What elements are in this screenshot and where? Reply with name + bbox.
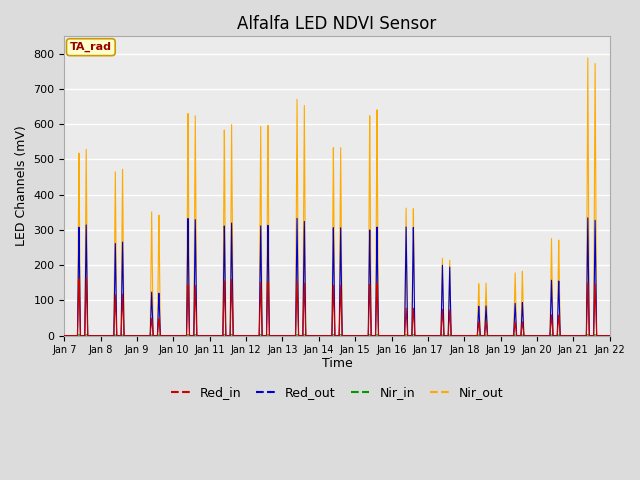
Red_in — [83, 275, 90, 280]
Legend: Red_in, Red_out, Nir_in, Nir_out: Red_in, Red_out, Nir_in, Nir_out — [166, 381, 508, 404]
Title: Alfalfa LED NDVI Sensor: Alfalfa LED NDVI Sensor — [237, 15, 436, 33]
Red_in — [388, 333, 396, 338]
Nir_in — [388, 333, 396, 338]
Red_out — [584, 215, 591, 221]
Nir_in — [269, 333, 276, 338]
Y-axis label: LED Channels (mV): LED Channels (mV) — [15, 125, 28, 246]
Red_out — [159, 333, 167, 338]
Nir_in — [509, 333, 516, 338]
Nir_out — [584, 55, 591, 61]
Nir_out — [467, 333, 475, 338]
Red_in — [415, 333, 423, 338]
Red_out — [269, 333, 276, 338]
Nir_out — [159, 333, 167, 338]
Line: Nir_in: Nir_in — [65, 335, 610, 336]
Nir_in — [61, 333, 68, 338]
Red_in — [269, 333, 276, 338]
Red_in — [606, 333, 614, 338]
Nir_out — [415, 333, 423, 338]
Line: Red_out: Red_out — [65, 218, 610, 336]
Red_out — [606, 333, 614, 338]
Nir_in — [606, 333, 614, 338]
Red_in — [509, 333, 516, 338]
Red_out — [467, 333, 475, 338]
Text: TA_rad: TA_rad — [70, 42, 112, 52]
Nir_in — [159, 333, 167, 338]
Red_out — [61, 333, 68, 338]
Red_in — [160, 333, 168, 338]
Line: Nir_out: Nir_out — [65, 58, 610, 336]
X-axis label: Time: Time — [322, 357, 353, 370]
Red_out — [509, 333, 516, 338]
Red_in — [61, 333, 68, 338]
Nir_in — [415, 333, 423, 338]
Red_out — [388, 333, 396, 338]
Nir_out — [61, 333, 68, 338]
Red_in — [467, 333, 475, 338]
Nir_in — [467, 333, 475, 338]
Nir_in — [228, 332, 236, 337]
Line: Red_in: Red_in — [65, 277, 610, 336]
Nir_out — [509, 333, 516, 338]
Nir_out — [606, 333, 614, 338]
Nir_out — [388, 333, 396, 338]
Nir_out — [269, 333, 276, 338]
Red_out — [415, 333, 423, 338]
